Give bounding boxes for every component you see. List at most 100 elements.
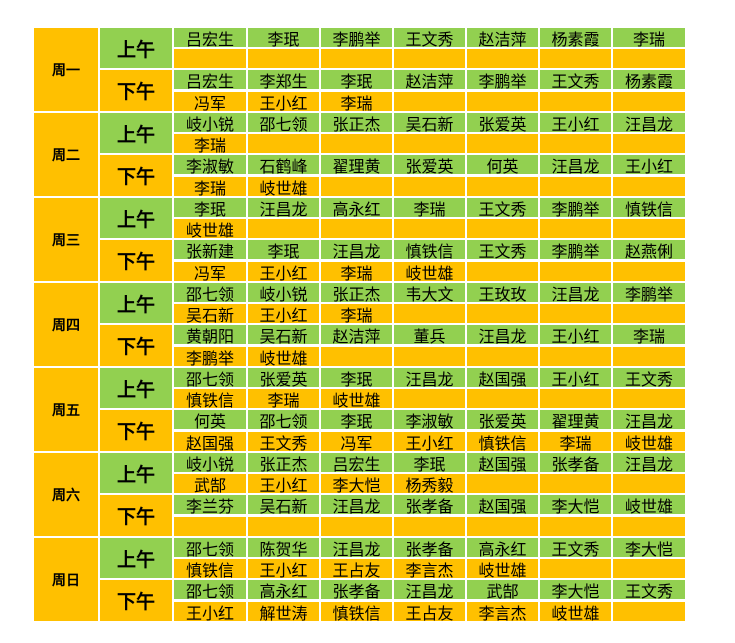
schedule-cell: 李言杰 [466, 601, 539, 622]
schedule-cell: 冯军 [320, 431, 393, 452]
schedule-cell [393, 218, 466, 239]
schedule-cell: 张孝备 [393, 494, 466, 515]
schedule-cell: 岐小锐 [173, 112, 247, 133]
schedule-cell: 李瑞 [320, 91, 393, 112]
schedule-cell [612, 601, 686, 622]
schedule-cell: 邵七领 [173, 537, 247, 558]
schedule-cell: 王占友 [320, 558, 393, 579]
schedule-cell: 慎铁信 [173, 558, 247, 579]
schedule-cell [612, 218, 686, 239]
schedule-cell [466, 133, 539, 154]
schedule-cell: 赵国强 [466, 494, 539, 515]
schedule-cell: 杨素霞 [612, 69, 686, 90]
schedule-cell [539, 261, 612, 282]
schedule-cell: 岐世雄 [173, 218, 247, 239]
schedule-cell [612, 176, 686, 197]
schedule-cell: 岐世雄 [247, 346, 320, 367]
schedule-cell [393, 48, 466, 69]
schedule-cell [539, 91, 612, 112]
schedule-cell [247, 48, 320, 69]
schedule-cell: 董兵 [393, 324, 466, 345]
schedule-cell [612, 346, 686, 367]
schedule-cell: 慎铁信 [466, 431, 539, 452]
schedule-cell: 汪昌龙 [612, 452, 686, 473]
schedule-cell: 翟理黄 [320, 154, 393, 175]
schedule-cell: 陈贺华 [247, 537, 320, 558]
schedule-cell: 王小红 [247, 261, 320, 282]
schedule-cell: 汪昌龙 [320, 239, 393, 260]
schedule-cell: 李大恺 [612, 537, 686, 558]
schedule-cell: 王小红 [539, 324, 612, 345]
schedule-cell: 李大恺 [320, 473, 393, 494]
schedule-cell: 汪昌龙 [539, 282, 612, 303]
morning-label: 上午 [99, 112, 173, 154]
day-label: 周一 [33, 27, 99, 112]
schedule-cell [612, 516, 686, 537]
schedule-cell [466, 218, 539, 239]
schedule-cell: 杨素霞 [539, 27, 612, 48]
schedule-cell: 汪昌龙 [393, 579, 466, 600]
schedule-cell: 何英 [466, 154, 539, 175]
schedule-cell: 慎铁信 [320, 601, 393, 622]
schedule-cell: 李鹏举 [539, 197, 612, 218]
schedule-cell: 冯军 [173, 261, 247, 282]
schedule-cell: 王文秀 [466, 197, 539, 218]
schedule-cell: 赵国强 [466, 452, 539, 473]
schedule-cell: 赵洁萍 [320, 324, 393, 345]
schedule-cell: 王文秀 [612, 579, 686, 600]
schedule-cell: 王小红 [247, 303, 320, 324]
schedule-cell: 杨秀毅 [393, 473, 466, 494]
schedule-cell [539, 388, 612, 409]
schedule-cell: 汪昌龙 [612, 112, 686, 133]
schedule-cell: 邵七领 [173, 579, 247, 600]
schedule-cell: 李珉 [247, 27, 320, 48]
schedule-cell [612, 48, 686, 69]
afternoon-label: 下午 [99, 154, 173, 197]
schedule-cell [393, 388, 466, 409]
schedule-cell: 岐世雄 [247, 176, 320, 197]
schedule-cell [612, 91, 686, 112]
schedule-cell: 李瑞 [320, 303, 393, 324]
schedule-cell [393, 516, 466, 537]
schedule-cell [539, 48, 612, 69]
schedule-cell: 王小红 [539, 367, 612, 388]
schedule-cell: 岐小锐 [247, 282, 320, 303]
schedule-cell: 王文秀 [466, 239, 539, 260]
schedule-cell: 张爱英 [393, 154, 466, 175]
schedule-cell: 李鹏举 [612, 282, 686, 303]
schedule-cell: 吴石新 [393, 112, 466, 133]
schedule-cell: 高永红 [466, 537, 539, 558]
schedule-cell [466, 176, 539, 197]
schedule-cell: 岐世雄 [466, 558, 539, 579]
schedule-cell: 张正杰 [320, 112, 393, 133]
schedule-cell [393, 346, 466, 367]
schedule-cell: 张爱英 [466, 112, 539, 133]
schedule-cell [320, 176, 393, 197]
schedule-cell [466, 48, 539, 69]
schedule-cell [539, 346, 612, 367]
schedule-cell: 汪昌龙 [393, 367, 466, 388]
schedule-cell [320, 133, 393, 154]
schedule-cell [247, 133, 320, 154]
schedule-cell: 李瑞 [173, 133, 247, 154]
schedule-cell: 赵燕俐 [612, 239, 686, 260]
afternoon-label: 下午 [99, 494, 173, 537]
morning-label: 上午 [99, 282, 173, 324]
schedule-cell [539, 218, 612, 239]
morning-label: 上午 [99, 197, 173, 239]
schedule-cell [320, 218, 393, 239]
schedule-cell: 李鹏举 [539, 239, 612, 260]
schedule-cell: 吴石新 [173, 303, 247, 324]
schedule-cell: 张新建 [173, 239, 247, 260]
schedule-cell: 邵七领 [247, 409, 320, 430]
schedule-cell: 吴石新 [247, 324, 320, 345]
schedule-cell: 李淑敏 [393, 409, 466, 430]
schedule-cell [393, 176, 466, 197]
schedule-cell: 张正杰 [247, 452, 320, 473]
schedule-cell: 何英 [173, 409, 247, 430]
morning-label: 上午 [99, 537, 173, 579]
schedule-cell [539, 516, 612, 537]
schedule-cell: 高永红 [320, 197, 393, 218]
day-label: 周日 [33, 537, 99, 622]
schedule-cell: 邵七领 [173, 367, 247, 388]
